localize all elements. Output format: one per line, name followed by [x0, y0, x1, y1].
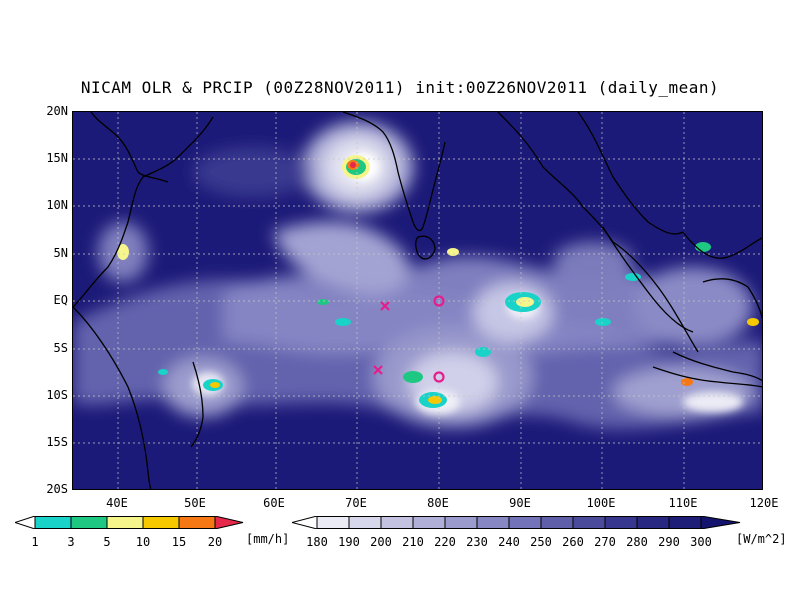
y-tick-label: 5N — [53, 246, 68, 260]
precip-scale-label: 10 — [135, 535, 151, 549]
y-tick-label: 20N — [46, 104, 68, 118]
x-tick-label: 90E — [509, 496, 531, 510]
olr-scale-label: 280 — [626, 535, 648, 549]
y-tick-label: 10N — [46, 198, 68, 212]
olr-unit-label: [W/m^2] — [736, 532, 787, 546]
x-marker — [380, 301, 390, 311]
olr-scale-label: 270 — [594, 535, 616, 549]
x-marker — [373, 365, 383, 375]
storm-markers — [373, 295, 445, 383]
precip-scale-label: 5 — [103, 535, 111, 549]
x-tick-label: 60E — [263, 496, 285, 510]
precip-scale-label: 20 — [207, 535, 223, 549]
y-tick-label: EQ — [53, 293, 68, 307]
olr-scale-label: 300 — [690, 535, 712, 549]
y-tick-label: 15N — [46, 151, 68, 165]
olr-colorbar — [292, 516, 741, 529]
olr-scale-label: 180 — [306, 535, 328, 549]
olr-scale-label: 290 — [658, 535, 680, 549]
olr-scale-label: 230 — [466, 535, 488, 549]
olr-scale-label: 240 — [498, 535, 520, 549]
map-canvas — [73, 112, 762, 489]
olr-scale-label: 210 — [402, 535, 424, 549]
x-tick-label: 40E — [106, 496, 128, 510]
y-tick-label: 15S — [46, 435, 68, 449]
coastlines — [73, 112, 762, 489]
olr-scale-label: 220 — [434, 535, 456, 549]
x-tick-label: 110E — [668, 496, 698, 510]
x-tick-label: 70E — [345, 496, 367, 510]
map-panel — [72, 111, 763, 490]
olr-scale-label: 190 — [338, 535, 360, 549]
precip-unit-label: [mm/h] — [246, 532, 290, 546]
circle-marker — [433, 371, 445, 383]
precip-field — [117, 155, 759, 408]
olr-scale-label: 260 — [562, 535, 584, 549]
olr-scale-label: 200 — [370, 535, 392, 549]
y-tick-label: 20S — [46, 482, 68, 496]
circle-marker — [433, 295, 445, 307]
y-tick-label: 10S — [46, 388, 68, 402]
precip-scale-label: 3 — [67, 535, 75, 549]
olr-cloud-field — [73, 122, 762, 429]
olr-scale-label: 250 — [530, 535, 552, 549]
map-title: NICAM OLR & PRCIP (00Z28NOV2011) init:00… — [80, 78, 720, 97]
x-tick-label: 80E — [427, 496, 449, 510]
precip-scale-label: 15 — [171, 535, 187, 549]
x-tick-label: 100E — [586, 496, 616, 510]
x-tick-label: 120E — [749, 496, 779, 510]
precip-scale-label: 1 — [31, 535, 39, 549]
y-tick-label: 5S — [53, 341, 68, 355]
precip-colorbar — [15, 516, 244, 529]
x-tick-label: 50E — [184, 496, 206, 510]
